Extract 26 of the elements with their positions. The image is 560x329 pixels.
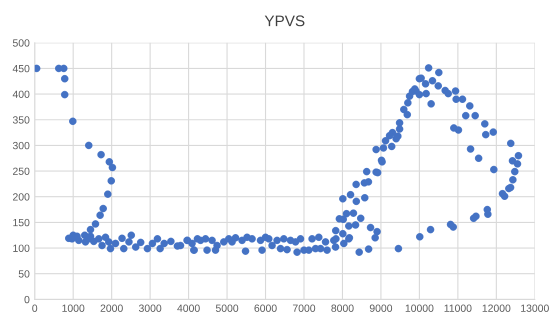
x-tick-label: 3000	[138, 304, 162, 312]
x-tick-label: 4000	[177, 304, 200, 312]
x-tick-label: 1000	[62, 304, 84, 312]
x-tick-label: 10000	[406, 304, 434, 312]
y-tick-label: 450	[12, 64, 30, 72]
y-tick-label: 500	[12, 39, 30, 47]
x-tick-label: 13000	[521, 304, 549, 312]
x-tick-label: 6000	[254, 304, 277, 312]
x-tick-label: 0	[32, 304, 38, 312]
y-tick-label: 0	[24, 296, 30, 304]
x-tick-label: 9000	[370, 304, 392, 312]
y-tick-label: 200	[13, 193, 30, 201]
y-tick-label: 50	[18, 270, 30, 278]
x-tick-label: 8000	[331, 304, 354, 312]
y-tick-label: 400	[12, 90, 30, 98]
y-tick-label: 100	[13, 244, 30, 252]
x-tick-label: 12000	[482, 304, 510, 312]
y-tick-label: 250	[13, 168, 30, 175]
chart-title: YPVS	[264, 15, 304, 26]
y-tick-label: 150	[13, 218, 30, 226]
x-tick-label: 11000	[444, 304, 472, 312]
x-tick-label: 2000	[100, 304, 123, 312]
x-tick-label: 7000	[292, 304, 316, 312]
x-tick-label: 5000	[216, 304, 238, 312]
y-tick-label: 350	[12, 116, 30, 124]
y-tick-label: 300	[12, 142, 30, 150]
